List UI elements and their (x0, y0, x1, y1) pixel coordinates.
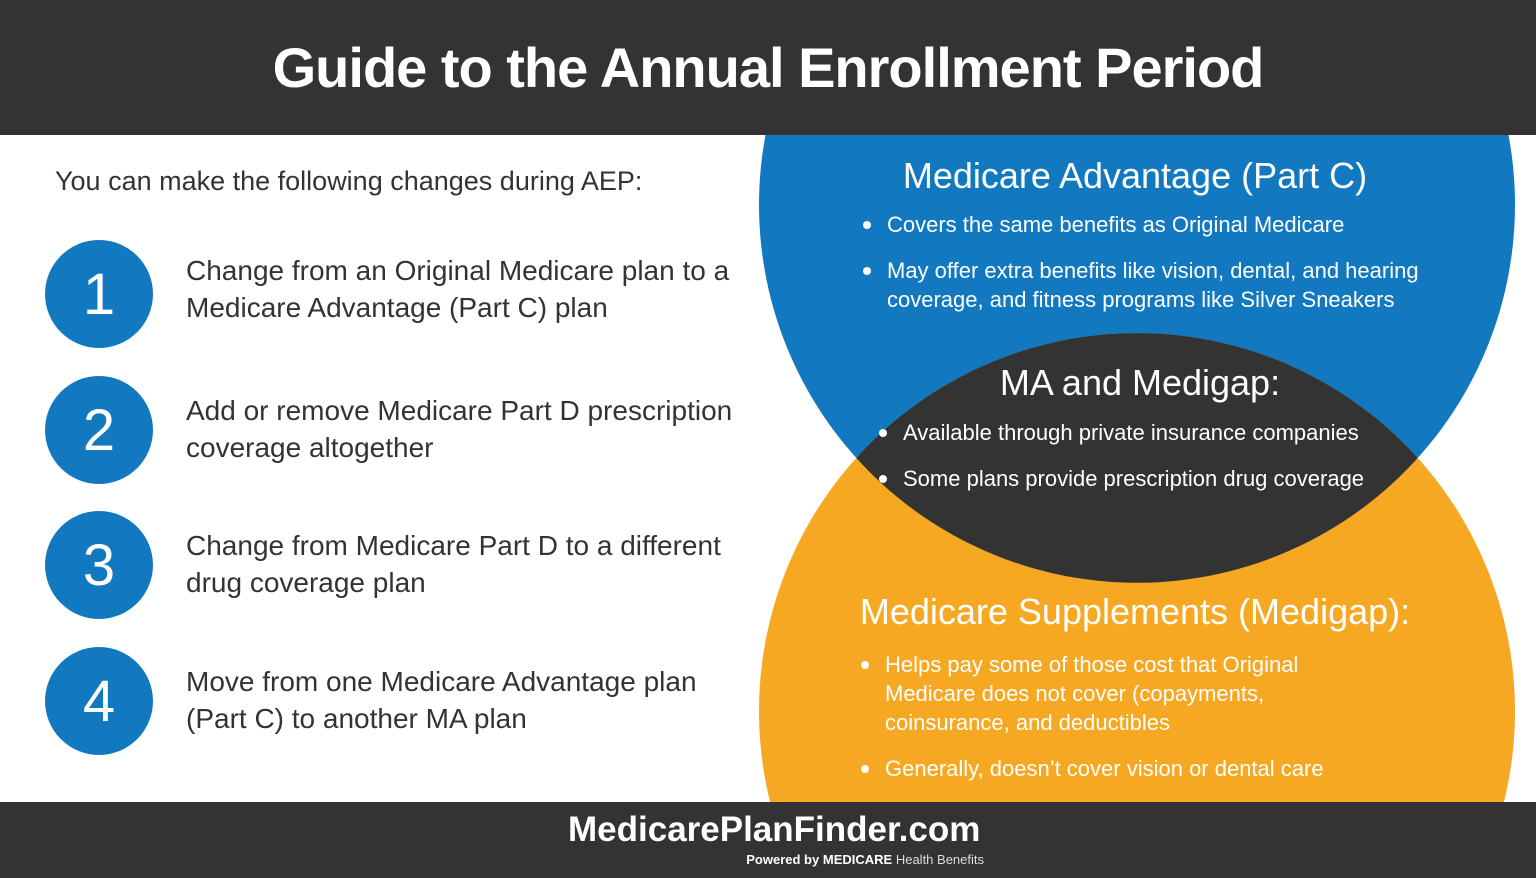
powered-by: Powered by MEDICARE Health Benefits (746, 852, 984, 867)
step-number: 2 (45, 376, 153, 484)
step-number: 3 (45, 511, 153, 619)
footer (0, 802, 1536, 878)
powered-brand: MEDICARE (822, 852, 893, 867)
venn-diagram (759, 135, 1515, 802)
step-text: Add or remove Medicare Part D prescripti… (186, 395, 733, 463)
bullet: May offer extra benefits like vision, de… (861, 256, 1461, 314)
step-4: 4 Move from one Medicare Advantage plan … (45, 647, 745, 757)
bullet: Generally, doesn’t cover vision or denta… (859, 754, 1445, 783)
bullet: Available through private insurance comp… (877, 418, 1417, 447)
step-1: 1 Change from an Original Medicare plan … (45, 240, 745, 350)
step-number: 4 (45, 647, 153, 755)
step-number: 1 (45, 240, 153, 348)
header: Guide to the Annual Enrollment Period (0, 0, 1536, 135)
step-2: 2 Add or remove Medicare Part D prescrip… (45, 376, 745, 486)
overlap-bullets: Available through private insurance comp… (877, 418, 1417, 510)
advantage-bullets: Covers the same benefits as Original Med… (861, 210, 1461, 331)
overlap-region (759, 333, 1515, 583)
powered-suffix: Health Benefits (895, 852, 984, 867)
advantage-heading: Medicare Advantage (Part C) (902, 155, 1368, 196)
step-3: 3 Change from Medicare Part D to a diffe… (45, 511, 745, 621)
bullet: Helps pay some of those cost that Origin… (859, 650, 1339, 737)
step-text: Move from one Medicare Advantage plan (P… (186, 666, 697, 734)
medigap-heading: Medicare Supplements (Medigap): (859, 591, 1411, 632)
bullet: Some plans provide prescription drug cov… (877, 464, 1417, 493)
step-text: Change from an Original Medicare plan to… (186, 255, 730, 323)
bullet: Covers the same benefits as Original Med… (861, 210, 1461, 239)
page-title: Guide to the Annual Enrollment Period (272, 36, 1265, 99)
overlap-heading: MA and Medigap: (999, 362, 1281, 403)
step-text: Change from Medicare Part D to a differe… (186, 530, 721, 598)
logo: MedicarePlanFinder.com (568, 810, 981, 849)
powered-prefix: Powered by (746, 852, 820, 867)
intro-text: You can make the following changes durin… (55, 166, 643, 196)
medigap-bullets: Helps pay some of those cost that Origin… (859, 650, 1339, 800)
